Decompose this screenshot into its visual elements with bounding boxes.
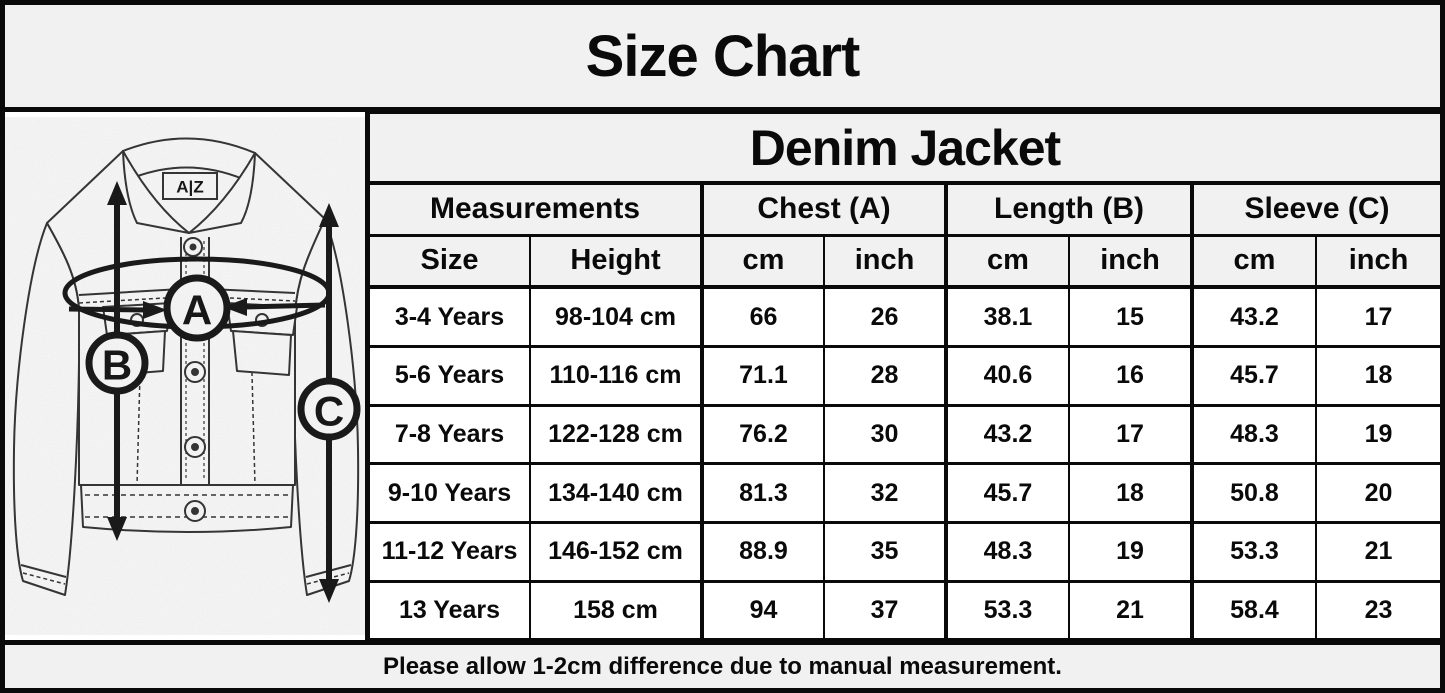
cell-chest-inch: 30 [823, 403, 947, 465]
cell-sleeve-inch: 19 [1315, 403, 1440, 465]
cell-chest-cm: 76.2 [700, 403, 825, 465]
cell-height: 134-140 cm [529, 462, 703, 524]
cell-size: 3-4 Years [370, 285, 531, 348]
cell-size: 5-6 Years [370, 345, 531, 407]
table-row: 3-4 Years 98-104 cm 66 26 38.1 15 43.2 1… [370, 285, 1440, 348]
cell-length-cm: 38.1 [944, 285, 1070, 348]
cell-height: 98-104 cm [529, 285, 703, 348]
cell-height: 158 cm [529, 579, 703, 640]
cell-length-inch: 16 [1068, 345, 1193, 407]
jacket-panel: A|Z [5, 112, 370, 640]
cell-length-inch: 21 [1068, 579, 1193, 640]
cell-chest-inch: 32 [823, 462, 947, 524]
cell-length-cm: 48.3 [944, 521, 1070, 583]
cell-chest-cm: 71.1 [700, 345, 825, 407]
cell-height: 122-128 cm [529, 403, 703, 465]
main-area: A|Z [5, 112, 1440, 640]
cell-sleeve-cm: 43.2 [1190, 285, 1317, 348]
cell-height: 110-116 cm [529, 345, 703, 407]
header-measurements: Measurements [370, 182, 703, 237]
cell-sleeve-cm: 45.7 [1190, 345, 1317, 407]
header-sleeve-cm: cm [1190, 234, 1317, 289]
header-length-inch: inch [1068, 234, 1193, 289]
title-bar: Size Chart [5, 5, 1440, 112]
header-chest-inch: inch [823, 234, 947, 289]
cell-chest-cm: 88.9 [700, 521, 825, 583]
cell-sleeve-cm: 53.3 [1190, 521, 1317, 583]
cell-height: 146-152 cm [529, 521, 703, 583]
cell-chest-cm: 66 [700, 285, 825, 348]
jacket-measurement-diagram: A|Z [5, 117, 365, 635]
table-row: 5-6 Years 110-116 cm 71.1 28 40.6 16 45.… [370, 345, 1440, 407]
cell-chest-cm: 94 [700, 579, 825, 640]
cell-length-cm: 53.3 [944, 579, 1070, 640]
footer-note-bar: Please allow 1-2cm difference due to man… [5, 640, 1440, 688]
table-row: 9-10 Years 134-140 cm 81.3 32 45.7 18 50… [370, 462, 1440, 524]
cell-chest-inch: 26 [823, 285, 947, 348]
size-table: Denim Jacket Measurements Chest (A) Leng… [370, 112, 1440, 640]
cell-length-inch: 18 [1068, 462, 1193, 524]
header-chest-cm: cm [700, 234, 825, 289]
cell-length-inch: 19 [1068, 521, 1193, 583]
cell-sleeve-inch: 18 [1315, 345, 1440, 407]
header-length-cm: cm [944, 234, 1070, 289]
size-table-panel: Denim Jacket Measurements Chest (A) Leng… [370, 112, 1440, 640]
cell-sleeve-inch: 23 [1315, 579, 1440, 640]
cell-sleeve-inch: 17 [1315, 285, 1440, 348]
cell-sleeve-inch: 20 [1315, 462, 1440, 524]
header-size: Size [370, 234, 531, 289]
cell-size: 7-8 Years [370, 403, 531, 465]
cell-length-cm: 40.6 [944, 345, 1070, 407]
header-chest: Chest (A) [700, 182, 947, 237]
table-row: 13 Years 158 cm 94 37 53.3 21 58.4 23 [370, 579, 1440, 640]
cell-chest-inch: 37 [823, 579, 947, 640]
header-height: Height [529, 234, 703, 289]
page-title: Size Chart [585, 23, 861, 89]
table-row: 11-12 Years 146-152 cm 88.9 35 48.3 19 5… [370, 521, 1440, 583]
table-row: 7-8 Years 122-128 cm 76.2 30 43.2 17 48.… [370, 403, 1440, 465]
cell-chest-cm: 81.3 [700, 462, 825, 524]
cell-size: 11-12 Years [370, 521, 531, 583]
cell-sleeve-cm: 48.3 [1190, 403, 1317, 465]
footer-note: Please allow 1-2cm difference due to man… [383, 652, 1062, 680]
cell-sleeve-cm: 58.4 [1190, 579, 1317, 640]
header-length: Length (B) [944, 182, 1193, 237]
cell-length-cm: 45.7 [944, 462, 1070, 524]
header-sleeve-inch: inch [1315, 234, 1440, 289]
cell-length-inch: 17 [1068, 403, 1193, 465]
sketch-grain-texture [5, 117, 365, 635]
cell-sleeve-inch: 21 [1315, 521, 1440, 583]
cell-length-inch: 15 [1068, 285, 1193, 348]
product-title: Denim Jacket [370, 112, 1440, 185]
header-sleeve: Sleeve (C) [1190, 182, 1440, 237]
cell-chest-inch: 35 [823, 521, 947, 583]
cell-length-cm: 43.2 [944, 403, 1070, 465]
cell-sleeve-cm: 50.8 [1190, 462, 1317, 524]
cell-chest-inch: 28 [823, 345, 947, 407]
cell-size: 9-10 Years [370, 462, 531, 524]
cell-size: 13 Years [370, 579, 531, 640]
